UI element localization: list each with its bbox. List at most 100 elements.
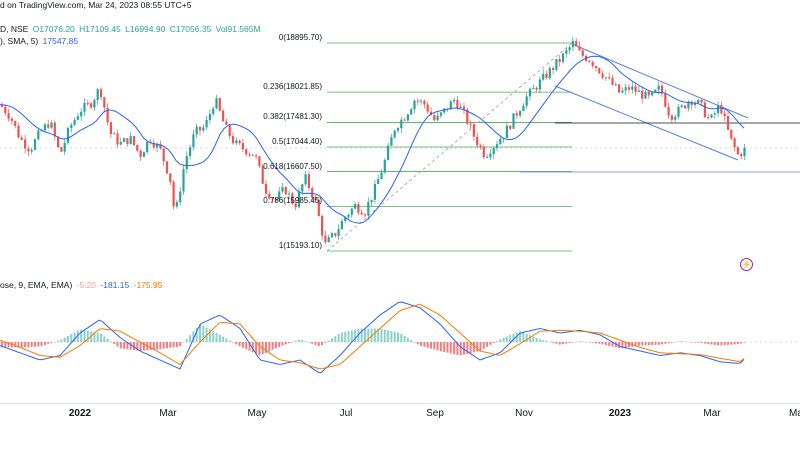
histogram-bar bbox=[380, 328, 383, 342]
histogram-bar bbox=[703, 342, 706, 344]
candle-body bbox=[707, 117, 710, 119]
candle-body bbox=[73, 119, 76, 125]
histogram-bar bbox=[208, 329, 211, 342]
candle-body bbox=[304, 174, 307, 185]
signal-line bbox=[0, 303, 745, 370]
candle-body bbox=[641, 90, 644, 99]
histogram-bar bbox=[100, 333, 102, 342]
candle-body bbox=[604, 77, 607, 79]
histogram-bar bbox=[558, 342, 561, 345]
candle-body bbox=[598, 67, 601, 74]
histogram-bar bbox=[581, 341, 584, 342]
candle-body bbox=[63, 142, 66, 152]
candle-body bbox=[535, 87, 538, 90]
histogram-bar bbox=[24, 342, 27, 348]
candle-body bbox=[93, 100, 96, 108]
histogram-bar bbox=[644, 342, 647, 346]
histogram-bar bbox=[86, 330, 89, 342]
histogram-bar bbox=[439, 342, 442, 352]
histogram-bar bbox=[142, 342, 145, 351]
histogram-bar bbox=[436, 342, 439, 351]
candle-body bbox=[740, 154, 743, 157]
candle-body bbox=[396, 128, 400, 131]
macd-histogram bbox=[1, 324, 746, 356]
histogram-bar bbox=[34, 342, 36, 347]
histogram-bar bbox=[614, 342, 617, 348]
candle-body bbox=[406, 114, 409, 121]
histogram-bar bbox=[192, 331, 195, 342]
histogram-bar bbox=[453, 342, 456, 355]
candle-body bbox=[420, 100, 423, 102]
histogram-bar bbox=[113, 342, 116, 344]
time-tick: Nov bbox=[515, 408, 533, 419]
sma-legend: ), SMA, 5) 17547.85 bbox=[0, 36, 79, 46]
candle-body bbox=[212, 108, 215, 114]
candle-body bbox=[225, 121, 228, 125]
histogram-bar bbox=[1, 342, 3, 348]
histogram-bar bbox=[123, 342, 126, 349]
candle-body bbox=[505, 125, 508, 138]
fib-retracement bbox=[326, 42, 573, 252]
candle-body bbox=[561, 53, 565, 62]
histogram-bar bbox=[274, 342, 277, 349]
histogram-bar bbox=[400, 333, 403, 342]
candle-body bbox=[165, 161, 169, 174]
histogram-bar bbox=[126, 342, 129, 350]
candle-body bbox=[301, 184, 304, 192]
histogram-bar bbox=[694, 342, 696, 343]
histogram-bar bbox=[463, 342, 465, 355]
candle-body bbox=[680, 105, 683, 107]
candle-body bbox=[459, 106, 462, 108]
candle-body bbox=[30, 149, 33, 152]
candle-body bbox=[215, 98, 218, 109]
candle-body bbox=[525, 96, 528, 106]
histogram-bar bbox=[63, 337, 66, 342]
fib-label: 0.5(17044.40) bbox=[272, 137, 322, 146]
candle-body bbox=[736, 147, 739, 155]
candle-body bbox=[37, 130, 40, 140]
histogram-bar bbox=[96, 332, 99, 342]
lightning-icon[interactable]: ⚡ bbox=[740, 258, 753, 271]
candle-body bbox=[717, 105, 720, 114]
histogram-bar bbox=[555, 342, 558, 344]
histogram-bar bbox=[680, 341, 683, 342]
time-tick: Mar bbox=[703, 408, 721, 419]
histogram-bar bbox=[370, 328, 373, 342]
candle-body bbox=[152, 142, 155, 148]
candle-body bbox=[57, 136, 60, 148]
candle-body bbox=[687, 101, 690, 109]
histogram-bar bbox=[595, 342, 597, 344]
histogram-bar bbox=[159, 342, 162, 350]
histogram-bar bbox=[30, 342, 33, 347]
histogram-bar bbox=[43, 342, 46, 345]
candle-body bbox=[512, 113, 515, 129]
histogram-bar bbox=[76, 330, 79, 342]
histogram-bar bbox=[637, 342, 640, 346]
candle-body bbox=[70, 124, 73, 129]
fib-label: 0.786(15985.45) bbox=[263, 196, 322, 206]
histogram-bar bbox=[40, 342, 43, 346]
candle-body bbox=[657, 85, 660, 90]
histogram-bar bbox=[364, 328, 366, 342]
histogram-bar bbox=[670, 342, 673, 343]
time-tick: Mar bbox=[159, 408, 177, 419]
candle-body bbox=[439, 112, 442, 116]
candle-body bbox=[367, 202, 370, 216]
histogram-bar bbox=[502, 337, 505, 342]
histogram-bar bbox=[360, 328, 363, 342]
candle-body bbox=[416, 100, 419, 102]
candle-body bbox=[80, 111, 83, 117]
candle-body bbox=[66, 128, 70, 143]
histogram-bar bbox=[109, 341, 112, 342]
histogram-bar bbox=[522, 332, 525, 342]
histogram-bar bbox=[740, 342, 743, 344]
macd-lines bbox=[0, 301, 745, 374]
candle-body bbox=[674, 116, 677, 120]
histogram-bar bbox=[106, 338, 109, 342]
candle-body bbox=[449, 101, 452, 110]
candle-body bbox=[271, 198, 274, 200]
candle-body bbox=[571, 40, 574, 48]
histogram-bar bbox=[291, 342, 294, 343]
candle-body bbox=[660, 85, 664, 94]
